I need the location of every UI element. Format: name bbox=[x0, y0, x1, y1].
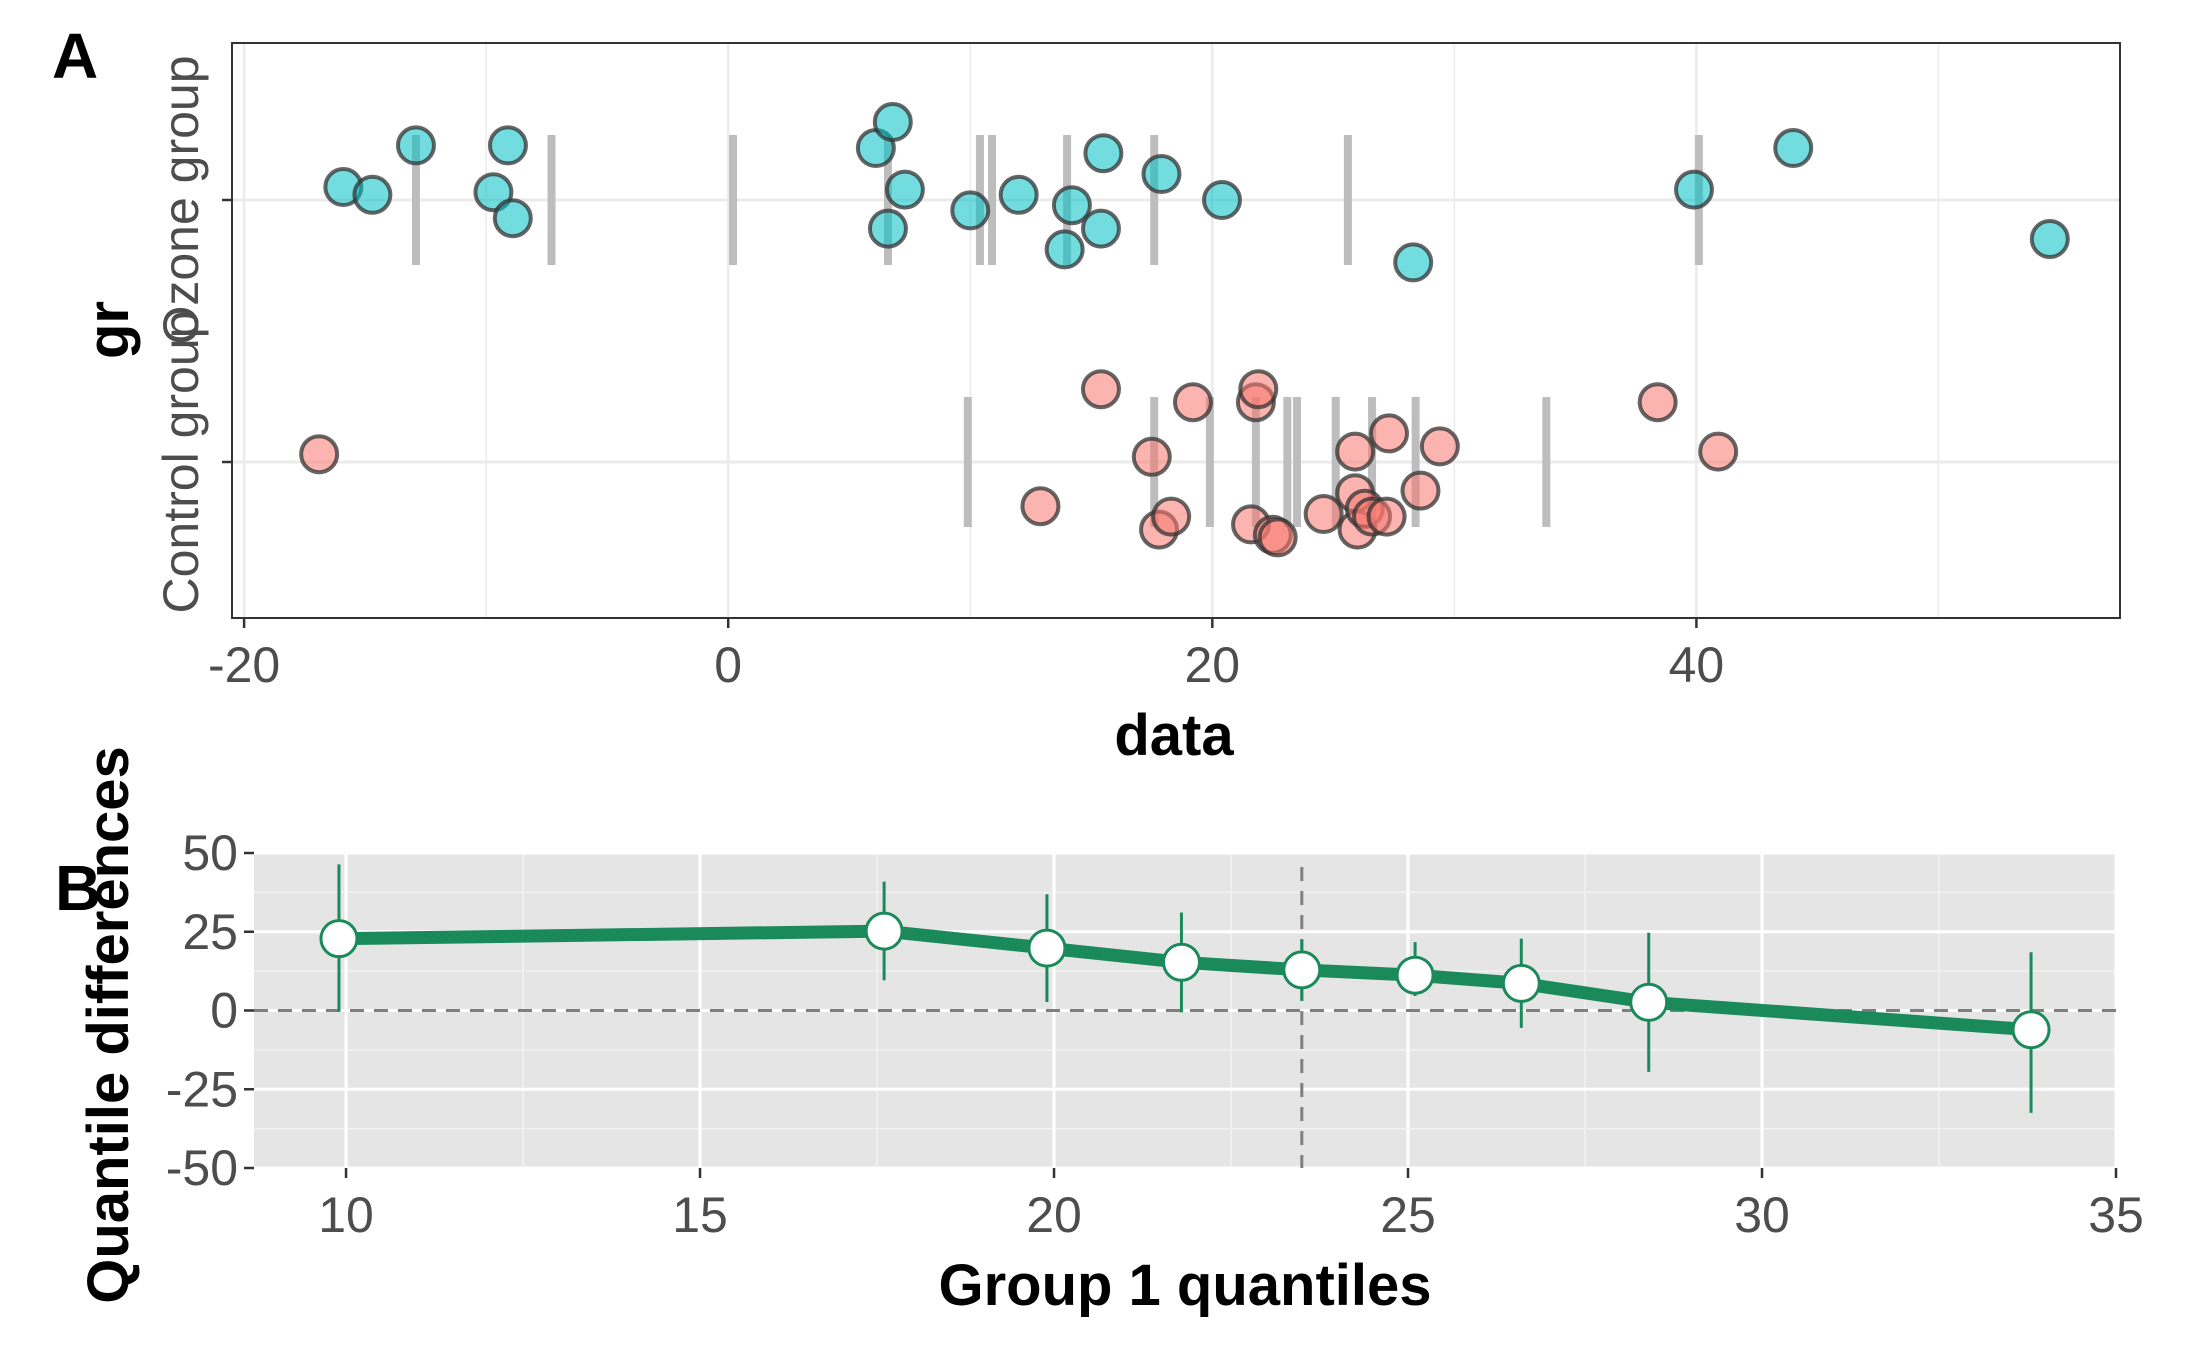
ozone-point bbox=[492, 198, 533, 239]
panel-a-x-tick-label: -20 bbox=[208, 637, 280, 693]
control-point bbox=[1172, 382, 1213, 423]
panel-b-y-tick-label: -25 bbox=[166, 1061, 238, 1117]
control-point bbox=[1303, 494, 1344, 534]
quantile-difference-point bbox=[2011, 1010, 2051, 1050]
ozone-point bbox=[998, 174, 1039, 215]
quantile-difference-point bbox=[864, 911, 904, 951]
panel-a-points bbox=[299, 102, 2070, 558]
ozone-point bbox=[950, 190, 991, 231]
control-point bbox=[1369, 413, 1410, 454]
control-point bbox=[1020, 486, 1061, 527]
control-point bbox=[299, 434, 340, 475]
panel-b-axes bbox=[244, 851, 2118, 1178]
ozone-point bbox=[2029, 219, 2070, 259]
control-point bbox=[1151, 496, 1192, 537]
panel-a-gridlines bbox=[232, 43, 2120, 618]
control-point bbox=[1419, 426, 1460, 467]
panel-a: A data gr Control group Ozone group -20 … bbox=[52, 20, 2121, 768]
panel-b-letter: B bbox=[55, 852, 101, 924]
ozone-point bbox=[872, 102, 913, 142]
control-point bbox=[1698, 431, 1739, 472]
panel-b-points bbox=[319, 911, 2051, 1050]
ozone-point bbox=[1141, 154, 1182, 194]
panel-b-x-tick-label: 15 bbox=[672, 1187, 728, 1243]
control-point bbox=[1637, 382, 1678, 423]
panel-b: B Group 1 quantiles Quantile differences… bbox=[55, 746, 2144, 1318]
panel-a-y-tick-label-control: Control group bbox=[153, 311, 209, 614]
control-point bbox=[1400, 470, 1441, 511]
ozone-point bbox=[867, 208, 908, 249]
quantile-difference-point bbox=[1161, 942, 1201, 982]
panel-b-y-tick-label: 50 bbox=[182, 825, 238, 881]
panel-b-x-tick-label: 35 bbox=[2088, 1187, 2144, 1243]
panel-b-y-axis-title: Quantile differences bbox=[76, 746, 141, 1304]
quantile-difference-point bbox=[1395, 955, 1435, 995]
panel-b-x-tick-label: 20 bbox=[1026, 1187, 1082, 1243]
panel-a-x-axis-title: data bbox=[1114, 703, 1234, 768]
panel-b-x-tick-label: 10 bbox=[318, 1187, 374, 1243]
quantile-difference-point bbox=[1629, 982, 1669, 1022]
panel-a-y-tick-label-ozone: Ozone group bbox=[153, 55, 209, 344]
control-point bbox=[1257, 517, 1298, 558]
quantile-difference-point bbox=[1501, 963, 1541, 1003]
panel-a-axes bbox=[222, 198, 1698, 628]
ozone-point bbox=[1201, 180, 1242, 220]
ozone-point bbox=[487, 125, 528, 166]
panel-a-x-tick-label: 20 bbox=[1184, 637, 1240, 693]
ozone-point bbox=[1044, 229, 1085, 270]
control-point bbox=[1238, 369, 1279, 410]
ozone-point bbox=[1080, 208, 1121, 249]
ozone-point bbox=[352, 174, 393, 215]
panel-b-y-tick-label: -50 bbox=[166, 1140, 238, 1196]
quantile-difference-point bbox=[1027, 928, 1067, 968]
ozone-point bbox=[1083, 133, 1124, 174]
ozone-point bbox=[1051, 185, 1092, 226]
panel-b-y-tick-label: 0 bbox=[210, 983, 238, 1039]
quantile-difference-point bbox=[1282, 950, 1322, 990]
panel-b-y-tick-label: 25 bbox=[182, 904, 238, 960]
control-point bbox=[1131, 436, 1172, 477]
control-point bbox=[1366, 496, 1407, 537]
panel-a-plot-border bbox=[231, 42, 2121, 619]
panel-a-y-axis-title: gr bbox=[76, 301, 141, 359]
ozone-point bbox=[1393, 242, 1434, 283]
panel-b-x-axis-title: Group 1 quantiles bbox=[938, 1253, 1431, 1318]
ozone-point bbox=[884, 169, 925, 210]
panel-a-x-tick-label: 0 bbox=[714, 637, 742, 693]
panel-b-x-tick-label: 25 bbox=[1380, 1187, 1436, 1243]
ozone-point bbox=[395, 125, 436, 166]
panel-b-reference-lines bbox=[254, 867, 2116, 1168]
ozone-point bbox=[1673, 169, 1714, 210]
panel-b-x-tick-label: 30 bbox=[1734, 1187, 1790, 1243]
control-point bbox=[1335, 431, 1376, 472]
panel-a-letter: A bbox=[52, 20, 98, 92]
control-point bbox=[1080, 369, 1121, 410]
quantile-difference-point bbox=[319, 919, 359, 959]
panel-a-x-tick-label: 40 bbox=[1669, 637, 1725, 693]
ozone-point bbox=[1773, 128, 1814, 168]
